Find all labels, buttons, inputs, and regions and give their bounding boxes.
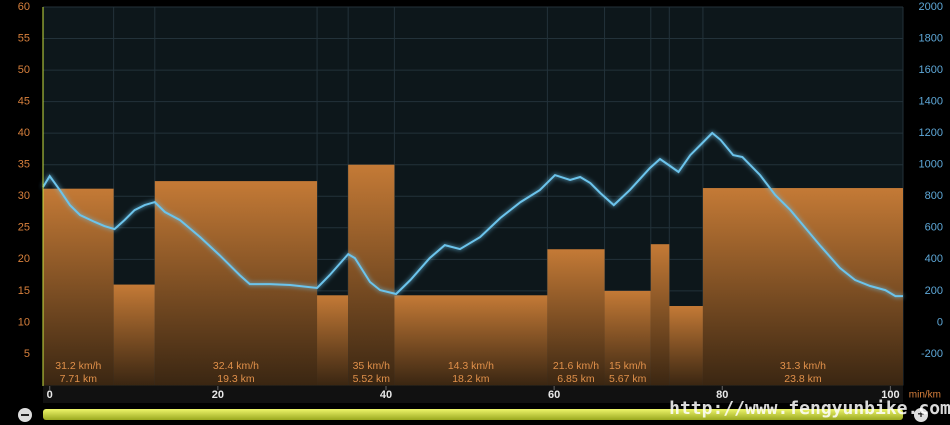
y-tick-label: 10	[18, 316, 30, 328]
y2-tick-label: 600	[925, 222, 943, 234]
y-tick-label: 5	[24, 348, 30, 360]
bar	[650, 244, 670, 386]
bar	[154, 181, 318, 386]
bar	[113, 284, 155, 386]
y2-tick-label: 0	[937, 316, 943, 328]
bar	[547, 249, 605, 386]
y2-tick-label: 2000	[919, 1, 943, 13]
y2-tick-label: 400	[925, 253, 943, 265]
bar-distance-label: 19.3 km	[217, 373, 255, 385]
y-tick-label: 45	[18, 96, 30, 108]
y-tick-label: 60	[18, 1, 30, 13]
y-tick-label: 55	[18, 32, 30, 44]
bar-distance-label: 5.52 km	[353, 373, 391, 385]
bar-distance-label: 23.8 km	[784, 373, 822, 385]
minus-icon	[21, 414, 29, 416]
x-tick-label: 0	[47, 389, 53, 401]
plus-icon: +	[917, 407, 924, 421]
y2-tick-label: -200	[921, 348, 943, 360]
bar-speed-label: 21.6 km/h	[553, 360, 599, 372]
bar-speed-label: 31.2 km/h	[55, 360, 101, 372]
bar-speed-label: 15 km/h	[609, 360, 647, 372]
x-axis-label: min/km	[909, 390, 941, 401]
y-tick-label: 30	[18, 190, 30, 202]
time-slider[interactable]	[43, 409, 903, 420]
bar-speed-label: 14.3 km/h	[448, 360, 494, 372]
bar-distance-label: 5.67 km	[609, 373, 647, 385]
y-tick-label: 20	[18, 253, 30, 265]
y-tick-label: 35	[18, 159, 30, 171]
x-tick-label: 40	[380, 389, 392, 401]
bar-speed-label: 35 km/h	[353, 360, 391, 372]
y-tick-label: 40	[18, 127, 30, 139]
watermark: http://www.fengyunbike.com	[669, 398, 950, 419]
bars	[43, 164, 903, 386]
x-tick-label: 20	[212, 389, 224, 401]
y-tick-label: 50	[18, 64, 30, 76]
bar	[604, 290, 651, 386]
bar-speed-label: 31.3 km/h	[780, 360, 826, 372]
y-tick-label: 15	[18, 285, 30, 297]
bar	[317, 295, 349, 386]
y2-tick-label: 1000	[919, 159, 943, 171]
bar-speed-label: 32.4 km/h	[213, 360, 259, 372]
bar	[394, 295, 548, 386]
bar	[348, 164, 395, 386]
y2-tick-label: 1400	[919, 96, 943, 108]
y2-tick-label: 1200	[919, 127, 943, 139]
x-tick-label: 60	[548, 389, 560, 401]
elevation-line	[42, 131, 903, 298]
labels: 51015202530354045505560-2000200400600800…	[18, 1, 943, 401]
x-tick-label: 80	[716, 389, 728, 401]
y2-tick-label: 200	[925, 285, 943, 297]
y2-tick-label: 1600	[919, 64, 943, 76]
elevation	[42, 131, 903, 298]
bar-distance-label: 18.2 km	[452, 373, 490, 385]
bar	[43, 188, 114, 386]
bar-distance-label: 6.85 km	[557, 373, 595, 385]
y2-tick-label: 800	[925, 190, 943, 202]
x-axis-strip	[43, 386, 903, 403]
y2-tick-label: 1800	[919, 32, 943, 44]
bar-distance-label: 7.71 km	[60, 373, 98, 385]
y-tick-label: 25	[18, 222, 30, 234]
zoom-in-button[interactable]	[914, 408, 928, 422]
x-tick-label: 100	[881, 389, 899, 401]
bar	[669, 306, 703, 386]
